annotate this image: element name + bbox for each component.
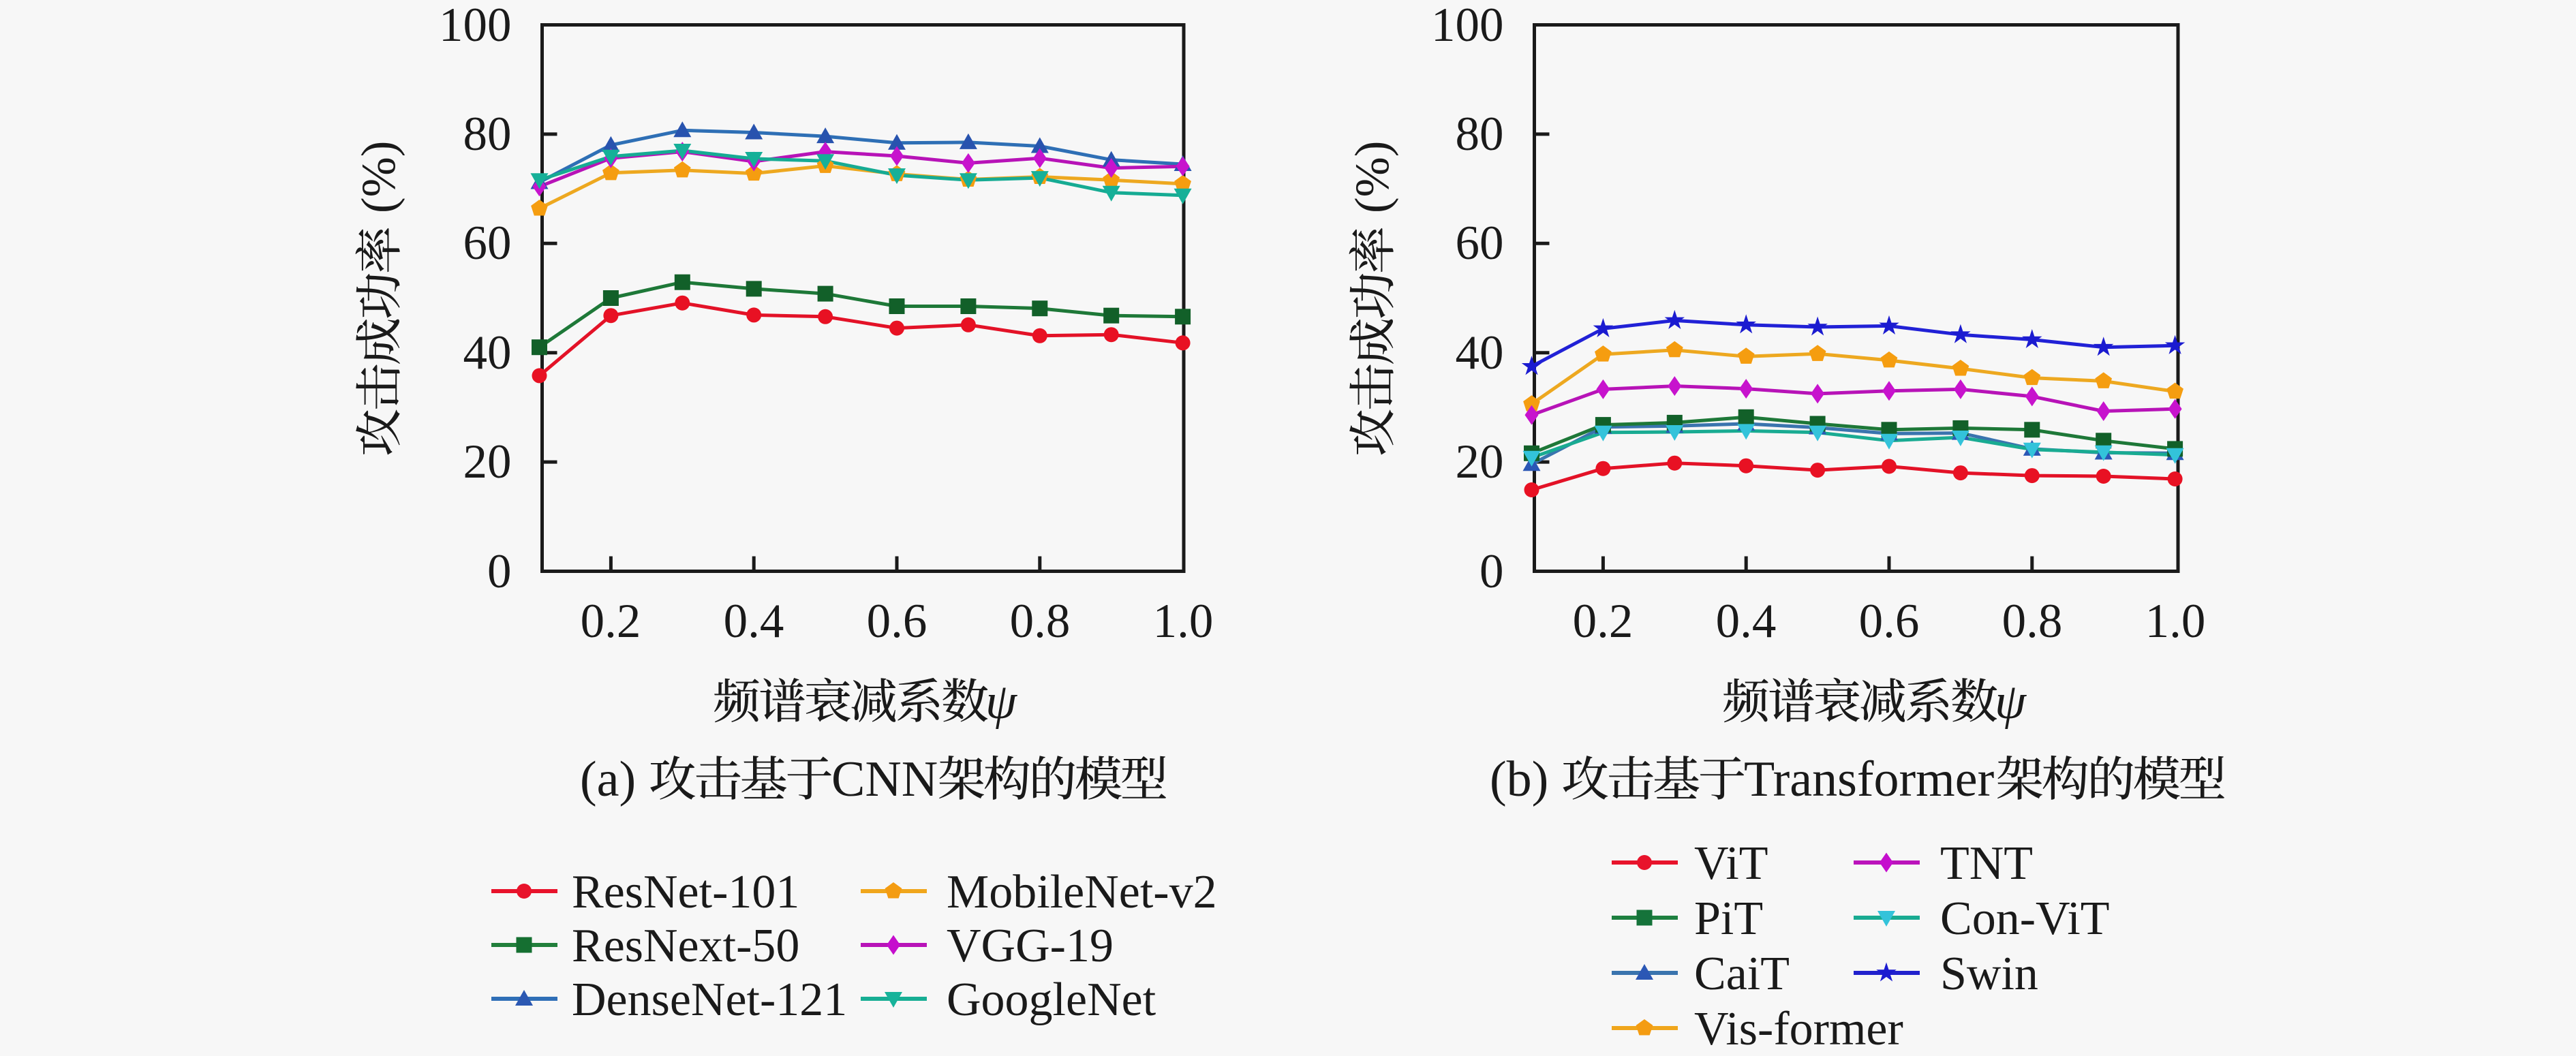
svg-text:60: 60 bbox=[463, 217, 512, 270]
svg-text:MobileNet-v2: MobileNet-v2 bbox=[947, 866, 1217, 918]
svg-text:80: 80 bbox=[1456, 108, 1504, 161]
svg-text:20: 20 bbox=[463, 435, 512, 488]
svg-text:Con-ViT: Con-ViT bbox=[1940, 892, 2110, 945]
svg-text:0: 0 bbox=[1479, 545, 1504, 598]
svg-text:100: 100 bbox=[1431, 0, 1504, 52]
svg-text:CNN: CNN bbox=[831, 751, 938, 807]
svg-text:40: 40 bbox=[1456, 326, 1504, 379]
svg-text:(%): (%) bbox=[352, 141, 405, 213]
svg-text:0.2: 0.2 bbox=[581, 595, 641, 648]
svg-text:Swin: Swin bbox=[1940, 948, 2038, 1000]
svg-text:0.8: 0.8 bbox=[2002, 595, 2063, 648]
svg-text:0.6: 0.6 bbox=[867, 595, 927, 648]
svg-text:GoogleNet: GoogleNet bbox=[947, 974, 1156, 1026]
svg-text:100: 100 bbox=[439, 0, 512, 52]
svg-text:0.4: 0.4 bbox=[724, 595, 784, 648]
svg-text:0: 0 bbox=[487, 545, 512, 598]
svg-text:0.6: 0.6 bbox=[1859, 595, 1920, 648]
svg-text:0.2: 0.2 bbox=[1573, 595, 1634, 648]
svg-text:20: 20 bbox=[1456, 435, 1504, 488]
svg-text:1.0: 1.0 bbox=[2145, 595, 2206, 648]
svg-text:ViT: ViT bbox=[1694, 837, 1768, 890]
svg-text:0.8: 0.8 bbox=[1010, 595, 1071, 648]
svg-text:DenseNet-121: DenseNet-121 bbox=[572, 974, 847, 1026]
svg-text:ResNext-50: ResNext-50 bbox=[572, 920, 799, 972]
svg-text:(%): (%) bbox=[1346, 141, 1399, 213]
svg-text:VGG-19: VGG-19 bbox=[947, 920, 1114, 972]
svg-text:TNT: TNT bbox=[1940, 837, 2033, 890]
svg-text:ψ: ψ bbox=[985, 674, 1018, 730]
svg-text:1.0: 1.0 bbox=[1153, 595, 1214, 648]
svg-text:60: 60 bbox=[1456, 217, 1504, 270]
svg-text:(a): (a) bbox=[580, 751, 636, 807]
svg-text:ψ: ψ bbox=[1995, 674, 2027, 730]
svg-text:(b): (b) bbox=[1490, 751, 1548, 807]
svg-text:CaiT: CaiT bbox=[1694, 948, 1790, 1000]
svg-text:Transformer: Transformer bbox=[1744, 751, 1994, 807]
svg-text:40: 40 bbox=[463, 326, 512, 379]
svg-text:PiT: PiT bbox=[1694, 892, 1763, 945]
svg-text:Vis-former: Vis-former bbox=[1694, 1003, 1903, 1055]
svg-text:80: 80 bbox=[463, 108, 512, 161]
svg-text:0.4: 0.4 bbox=[1716, 595, 1777, 648]
svg-text:ResNet-101: ResNet-101 bbox=[572, 866, 799, 918]
